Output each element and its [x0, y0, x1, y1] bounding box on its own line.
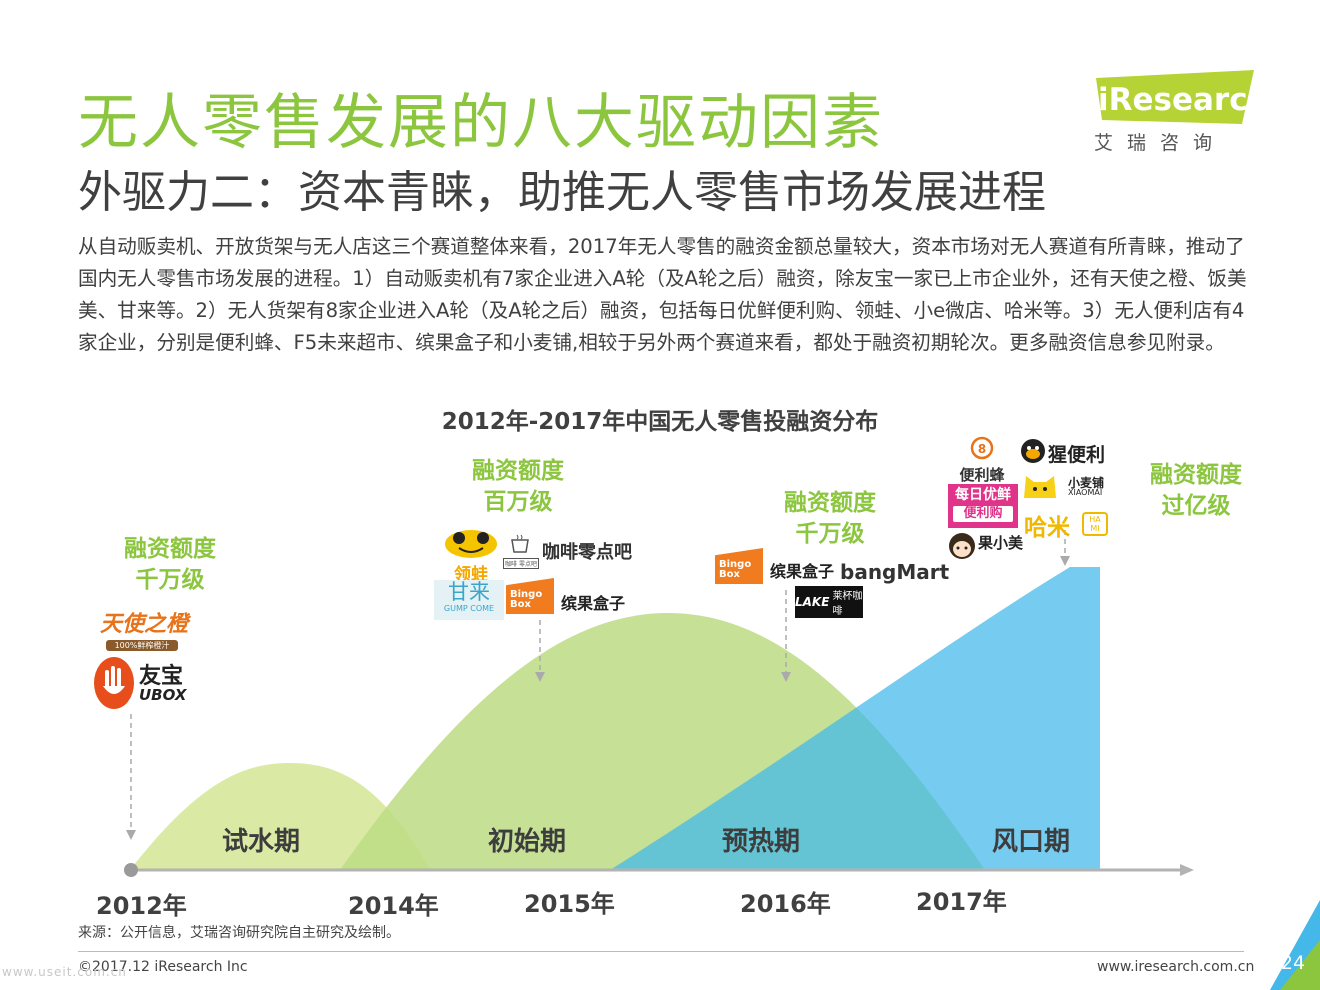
logo-bianlifeng: 8 便利蜂	[954, 436, 1010, 485]
logo-meiri: 每日优鲜 便利购	[948, 484, 1018, 528]
year-label: 2014年	[348, 892, 439, 920]
logo-bingo-icon: Bingo Box	[510, 589, 543, 610]
intro-paragraph: 从自动贩卖机、开放货架与无人店这三个赛道整体来看，2017年无人零售的融资金额总…	[78, 235, 1247, 354]
logo-xiaomai-cn: 小麦铺	[1068, 476, 1105, 490]
logo-hami-sub: HA MI	[1082, 512, 1108, 536]
year-label: 2015年	[524, 890, 615, 918]
logo-bingo-cn-2: 缤果盒子	[770, 562, 835, 581]
source-note: 来源：公开信息，艾瑞咨询研究院自主研究及绘制。	[78, 925, 400, 941]
logo-bingo-2: Bingo Box	[715, 548, 763, 584]
financing-note-line: 融资额度	[124, 536, 216, 562]
logo-cafe-small: 咖啡 零点吧	[503, 558, 539, 569]
logo-tianshi: 天使之橙 100%鲜榨橙汁	[100, 606, 189, 651]
logo-tianshi-sub: 100%鲜榨橙汁	[106, 640, 178, 651]
logo-lingwa: 领蛙	[440, 528, 502, 585]
svg-text:8: 8	[978, 442, 986, 456]
logo-ubox-en: UBOX	[139, 686, 187, 704]
logo-hami: 哈米 HA MI	[1024, 508, 1114, 541]
logo-hami-cn: 哈米	[1024, 515, 1070, 541]
financing-note-line: 千万级	[795, 521, 865, 547]
iresearch-logo-text: iResearch	[1098, 82, 1258, 118]
logo-bingo-cn-1: 缤果盒子	[561, 594, 626, 613]
girl-face-icon	[949, 533, 975, 559]
copyright: ©2017.12 iResearch Inc	[78, 959, 248, 975]
logo-guoxiaomei-text: 果小美	[978, 534, 1024, 552]
logo-tianshi-text: 天使之橙	[100, 612, 189, 637]
logo-laike-en: LAKE	[795, 595, 830, 609]
logo-cafe-cup: 咖啡 零点吧	[503, 534, 539, 569]
logo-cafe-text: 咖啡零点吧	[542, 542, 632, 563]
logo-xiaomai-en: XIAOMAI	[1068, 488, 1103, 497]
logo-bingo-1: Bingo Box	[506, 578, 554, 614]
hand-icon	[94, 657, 134, 709]
logo-ubox: 友宝 UBOX	[93, 656, 193, 712]
coffee-cup-icon	[511, 534, 529, 553]
logo-meiri-line2: 便利购	[953, 506, 1013, 522]
logo-ganlai: 甘来 GUMP COME	[434, 580, 504, 620]
logo-bingo-icon: Bingo Box	[719, 559, 752, 580]
footer-divider	[78, 951, 1244, 952]
logo-ganlai-en: GUMP COME	[443, 604, 495, 613]
phase-label-windfall: 风口期	[992, 827, 1071, 857]
phase-label-trial: 试水期	[222, 827, 301, 857]
logo-bangmart: bangMart	[840, 560, 950, 584]
financing-note-2016: 融资额度 千万级	[770, 488, 890, 550]
financing-note-2015: 融资额度 百万级	[458, 456, 578, 518]
timeline-arrow	[1180, 864, 1194, 876]
financing-note-line: 过亿级	[1161, 493, 1231, 519]
iresearch-logo-cn: 艾瑞咨询	[1094, 132, 1227, 154]
year-label: 2016年	[740, 890, 831, 918]
logo-bianlifeng-text: 便利蜂	[959, 466, 1005, 484]
website-link[interactable]: www.iresearch.com.cn	[1097, 959, 1255, 975]
timeline-start-dot	[124, 863, 138, 877]
financing-note-2017: 融资额度 过亿级	[1136, 460, 1256, 522]
frog-icon	[445, 530, 497, 558]
phase-curve-trial	[130, 763, 430, 870]
page-corner-graphic	[1270, 900, 1320, 990]
phase-label-initial: 初始期	[488, 827, 567, 857]
logo-laike: LAKE 莱杯咖啡	[795, 586, 863, 618]
financing-note-line: 千万级	[135, 567, 205, 593]
page-subtitle: 外驱力二：资本青睐，助推无人零售市场发展进程	[78, 167, 1046, 218]
page-title: 无人零售发展的八大驱动因素	[78, 88, 884, 158]
logo-ganlai-cn: 甘来	[448, 580, 490, 604]
year-label: 2012年	[96, 892, 187, 920]
bee-icon: 8	[970, 436, 994, 460]
logo-laike-cn: 莱杯咖啡	[832, 591, 863, 617]
year-label: 2017年	[916, 888, 1007, 916]
phase-curve-windfall	[610, 567, 1100, 870]
logo-ubox-cn: 友宝	[139, 664, 184, 689]
financing-note-line: 融资额度	[472, 458, 564, 484]
chart-title: 2012年-2017年中国无人零售投融资分布	[441, 409, 879, 435]
watermark: www.useit.com.cn	[2, 965, 127, 979]
financing-note-line: 融资额度	[1150, 462, 1242, 488]
financing-note-line: 百万级	[483, 489, 553, 515]
gorilla-icon	[1021, 439, 1045, 463]
iresearch-logo-mark: iResearch	[1096, 70, 1258, 124]
logo-guoxiaomei: 果小美	[948, 530, 1024, 562]
financing-note-line: 融资额度	[784, 490, 876, 516]
logo-meiri-line1: 每日优鲜	[955, 487, 1011, 503]
phase-label-warmup: 预热期	[722, 827, 801, 857]
logo-xingbianli-text: 猩便利	[1048, 444, 1106, 466]
logo-xingbianli: 猩便利	[1020, 438, 1120, 468]
logo-xiaomai: 小麦铺 XIAOMAI	[1020, 470, 1116, 502]
page-number: 24	[1280, 952, 1306, 974]
iresearch-logo: iResearch 艾瑞咨询	[1092, 70, 1258, 156]
cat-icon	[1024, 476, 1056, 498]
financing-note-2012: 融资额度 千万级	[110, 534, 230, 596]
